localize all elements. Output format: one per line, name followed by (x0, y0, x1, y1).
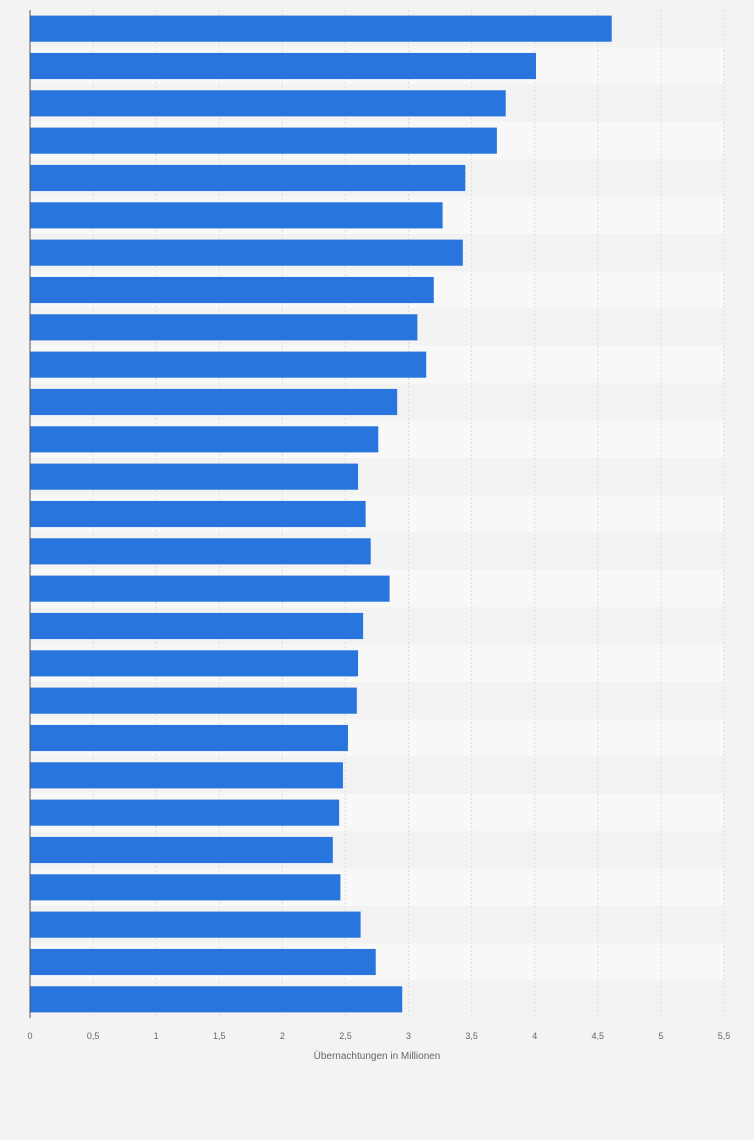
bar (30, 724, 348, 752)
x-tick-label: 5 (658, 1031, 663, 1041)
bar (30, 463, 359, 490)
x-tick-label: 1 (154, 1031, 159, 1041)
x-tick-label: 3 (406, 1031, 411, 1041)
x-tick-label: 2 (280, 1031, 285, 1041)
bar (30, 314, 418, 341)
x-tick-label: 1,5 (213, 1031, 226, 1041)
bar (30, 351, 427, 378)
bar (30, 612, 364, 640)
bar (30, 202, 443, 229)
bar (30, 687, 357, 714)
x-tick-label: 4 (532, 1031, 537, 1041)
bar (30, 874, 341, 901)
bar (30, 90, 506, 117)
bars (30, 15, 612, 1013)
bar (30, 276, 434, 304)
x-tick-label: 5,5 (718, 1031, 731, 1041)
x-tick-label: 4,5 (592, 1031, 605, 1041)
x-tick-label: 0,5 (87, 1031, 100, 1041)
bar (30, 388, 398, 416)
x-axis-title: Übernachtungen in Millionen (314, 1050, 441, 1062)
x-tick-label: 3,5 (465, 1031, 478, 1041)
bar (30, 911, 361, 938)
x-tick-label: 2,5 (339, 1031, 352, 1041)
bar (30, 538, 371, 565)
bar (30, 799, 340, 826)
bar (30, 52, 536, 80)
bar (30, 575, 390, 602)
bar (30, 426, 379, 453)
bar (30, 239, 463, 266)
bar (30, 500, 366, 528)
bar (30, 164, 466, 192)
bar (30, 127, 497, 154)
bar (30, 762, 343, 789)
bar (30, 15, 612, 42)
bar (30, 948, 376, 976)
bar (30, 986, 403, 1013)
bar (30, 650, 359, 677)
bar (30, 836, 333, 864)
x-tick-label: 0 (27, 1031, 32, 1041)
x-axis-ticks: 0 0,5 1 1,5 2 2,5 3 3,5 4 4,5 5 5,5 (27, 1031, 730, 1041)
